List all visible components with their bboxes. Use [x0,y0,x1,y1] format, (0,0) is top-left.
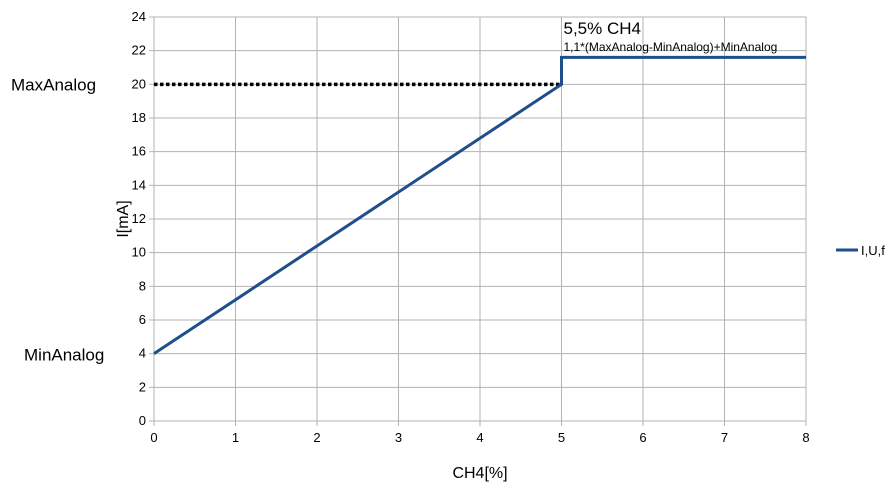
x-tick-label: 6 [639,430,646,445]
x-tick-label: 5 [558,430,565,445]
x-tick-label: 2 [313,430,320,445]
y-tick-label: 4 [139,346,146,361]
y-tick-label: 12 [132,211,146,226]
x-tick-label: 7 [721,430,728,445]
y-tick-label: 18 [132,110,146,125]
y-tick-label: 0 [139,413,146,428]
y-tick-label: 2 [139,379,146,394]
y-tick-label: 6 [139,312,146,327]
annotation-subtitle: 1,1*(MaxAnalog-MinAnalog)+MinAnalog [564,40,778,54]
x-axis-title: CH4[%] [452,465,507,482]
y-tick-label: 10 [132,245,146,260]
min-analog-label: MinAnalog [24,346,104,365]
max-analog-label: MaxAnalog [11,75,96,94]
series-line-i-u-f [153,55,806,355]
x-tick-label: 0 [150,430,157,445]
x-tick-label: 3 [395,430,402,445]
y-tick-label: 14 [132,177,146,192]
grid [149,16,807,426]
x-tick-label: 1 [232,430,239,445]
y-tick-label: 24 [132,9,146,24]
x-tick-label: 8 [802,430,809,445]
legend-label: I,U,f [861,243,885,258]
y-axis-title: I[mA] [115,200,132,237]
y-tick-label: 16 [132,144,146,159]
y-tick-label: 20 [132,76,146,91]
y-tick-label: 8 [139,278,146,293]
annotation-title: 5,5% CH4 [564,19,641,38]
legend: I,U,f [836,243,885,258]
x-tick-label: 4 [476,430,483,445]
series-group [153,55,806,355]
y-tick-label: 22 [132,43,146,58]
